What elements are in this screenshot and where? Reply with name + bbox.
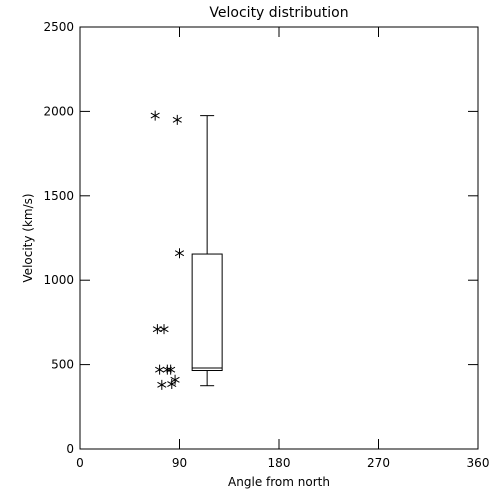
x-tick-label: 180 (268, 456, 291, 470)
y-tick-label: 500 (51, 358, 74, 372)
x-tick-label: 270 (367, 456, 390, 470)
y-tick-label: 2000 (43, 104, 74, 118)
y-tick-label: 1000 (43, 273, 74, 287)
point (159, 324, 169, 335)
point (174, 248, 185, 259)
y-tick-label: 1500 (43, 189, 74, 203)
x-axis-label: Angle from north (228, 475, 330, 489)
point (157, 379, 167, 390)
point (150, 110, 160, 121)
x-tick-label: 90 (172, 456, 187, 470)
point (170, 374, 180, 385)
y-axis-label: Velocity (km/s) (21, 193, 35, 282)
chart-title: Velocity distribution (209, 5, 348, 21)
y-tick-label: 0 (66, 442, 74, 456)
point (166, 364, 176, 375)
x-tick-label: 360 (467, 456, 490, 470)
point (172, 114, 182, 125)
y-tick-label: 2500 (43, 20, 74, 34)
x-tick-label: 0 (76, 456, 84, 470)
point (155, 364, 165, 375)
